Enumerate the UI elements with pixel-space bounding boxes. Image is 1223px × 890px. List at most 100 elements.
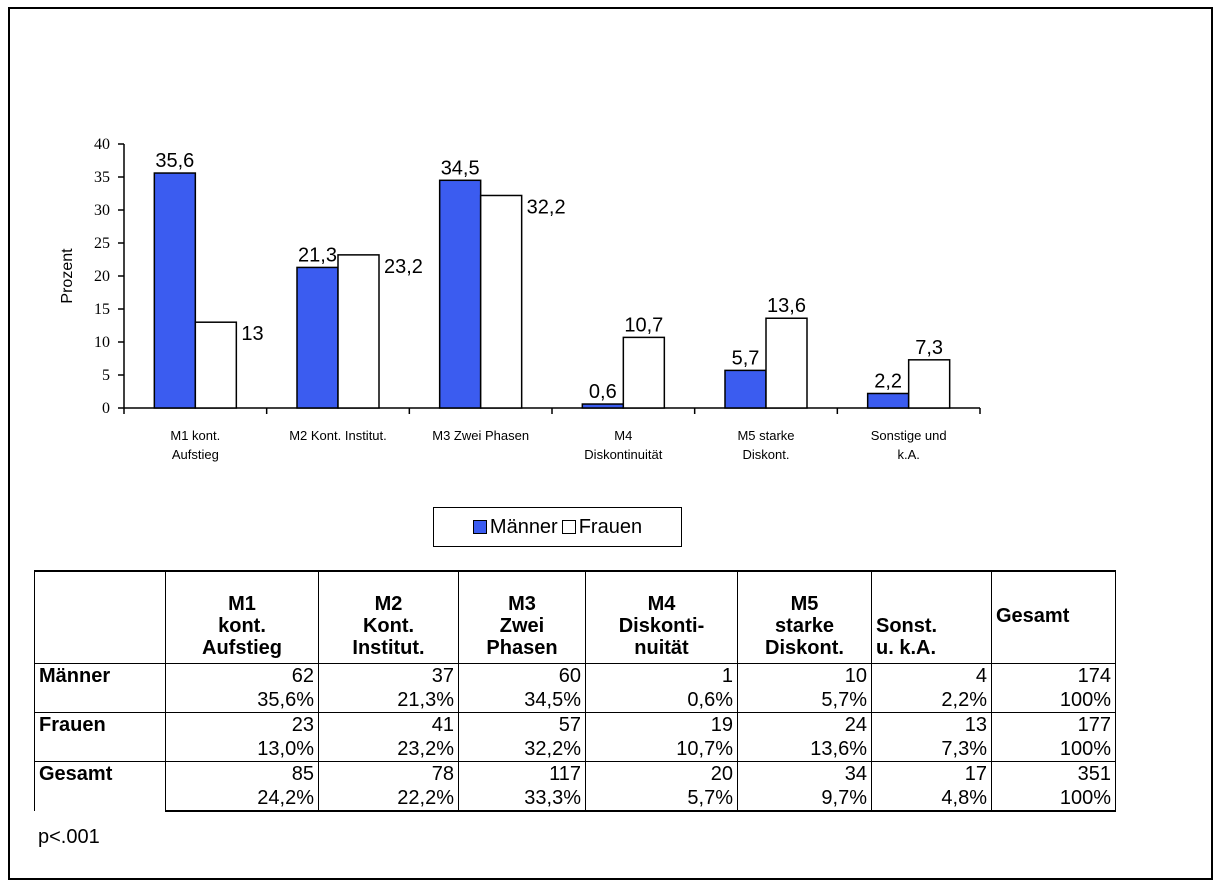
bar-mnner-5 (724, 369, 767, 409)
chart-legend: Männer Frauen (433, 507, 682, 547)
table-count-cell: 62 (165, 662, 319, 688)
legend-swatch-frauen (561, 520, 576, 534)
table-row: Männer 62 37 60 1 10 4 174 (34, 662, 1116, 712)
x-category-label: M4 Diskontinuität (584, 428, 662, 462)
data-label: 7,3 (915, 337, 943, 359)
table-percent-cell: 23,2% (318, 736, 459, 761)
figure-frame (8, 7, 1213, 880)
table-count-cell: 177 (991, 711, 1116, 737)
table-percent-cell: 4,8% (871, 785, 992, 812)
bar-frauen-3 (479, 194, 523, 409)
y-tick-label: 35 (94, 169, 110, 186)
table-row: 13,0% 23,2% 32,2% 10,7% 13,6% 7,3% 100% (35, 736, 1116, 761)
table-header-line: M3 (508, 592, 536, 615)
footnote: p<.001 (38, 826, 100, 848)
table-count-cell: 23 (165, 711, 319, 737)
bar-frauen-6 (907, 359, 951, 409)
bar-frauen-1 (194, 321, 238, 409)
data-label: 32,2 (527, 196, 566, 218)
y-tick-label: 0 (102, 400, 110, 417)
legend-swatch-maenner (472, 520, 487, 534)
table-header-line: Aufstieg (202, 636, 282, 659)
data-label: 0,6 (589, 381, 617, 403)
y-tick-label: 40 (94, 136, 110, 153)
table-percent-cell: 2,2% (871, 687, 992, 712)
table-percent-cell: 13,0% (165, 736, 319, 761)
table-percent-cell: 10,7% (585, 736, 738, 761)
table-count-cell: 17 (871, 760, 992, 786)
legend-label-maenner: Männer (489, 515, 558, 538)
data-label: 21,3 (298, 244, 337, 266)
table-header-row: M1 kont. Aufstieg M2 Kont. Institut. M3 Zwei Pha… (34, 570, 1116, 664)
table-header-line: Zwei (499, 614, 545, 637)
table-percent-cell: 100% (991, 785, 1116, 812)
data-label: 2,2 (874, 370, 902, 392)
table-count-cell: 19 (585, 711, 738, 737)
legend-item-frauen: Frauen (561, 516, 642, 539)
x-category-label: M2 Kont. Institut. (289, 428, 387, 443)
table-row: 35,6% 21,3% 34,5% 0,6% 5,7% 2,2% 100% (35, 687, 1116, 712)
table-header-cell: M3 Zwei Phasen (458, 570, 586, 664)
table-count-cell: 57 (458, 711, 586, 737)
table-row-label: Männer (34, 662, 166, 712)
table-header-line: M1 (228, 592, 256, 615)
table-percent-cell: 35,6% (165, 687, 319, 712)
table-header-line: starke (775, 614, 834, 637)
bar-mnner-6 (866, 392, 910, 409)
table-count-cell: 174 (991, 662, 1116, 688)
y-tick-label: 30 (94, 202, 110, 219)
bar-mnner-1 (153, 172, 197, 409)
y-tick-label: 15 (94, 301, 110, 318)
table-percent-cell: 22,2% (318, 785, 459, 812)
data-label: 34,5 (441, 157, 480, 179)
data-label: 23,2 (384, 256, 423, 278)
table-header-line: M4 (647, 592, 676, 615)
table-row: Gesamt 85 78 117 20 34 17 351 (34, 760, 1116, 811)
table-count-cell: 351 (991, 760, 1116, 786)
y-tick-label: 20 (94, 268, 110, 285)
y-axis-label: Prozent (59, 248, 76, 304)
table-percent-cell: 100% (991, 687, 1116, 712)
table-percent-cell: 33,3% (458, 785, 586, 812)
table-header-line: M2 (374, 592, 403, 615)
table-header-cell: M1 kont. Aufstieg (165, 570, 319, 664)
table-row-label: Gesamt (34, 760, 166, 811)
table-count-cell: 1 (585, 662, 738, 688)
bar-mnner-2 (296, 266, 339, 409)
table-count-cell: 37 (318, 662, 459, 688)
table-percent-cell: 0,6% (585, 687, 738, 712)
y-tick-label: 25 (94, 235, 110, 252)
table-percent-cell: 21,3% (318, 687, 459, 712)
y-tick-label: 5 (102, 367, 110, 384)
bar-chart: 0 5 10 15 20 25 30 35 40 Prozent M1 kont. Aufstieg M… (59, 136, 981, 462)
legend-item-maenner: Männer (472, 515, 558, 539)
table-count-cell: 85 (165, 760, 319, 786)
table-header-line: kont. (218, 614, 266, 637)
x-category-label: M5 starke Diskont. (737, 428, 794, 462)
table-percent-cell: 24,2% (165, 785, 319, 812)
table-percent-cell: 13,6% (737, 736, 872, 761)
data-label: 10,7 (624, 314, 663, 336)
table-count-cell: 117 (458, 760, 586, 786)
table-header-cell: M5 starke Diskont. (737, 570, 872, 664)
table-count-cell: 24 (737, 711, 872, 737)
bar-frauen-5 (765, 317, 808, 409)
bar-frauen-2 (337, 254, 380, 409)
table-row: Frauen 23 41 57 19 24 13 177 (34, 711, 1116, 761)
table-header-cell: Gesamt (991, 570, 1116, 664)
x-category-label: M3 Zwei Phasen (432, 428, 529, 443)
table-header-line: Phasen (486, 636, 558, 659)
table-count-cell: 13 (871, 711, 992, 737)
table-header-cell: Sonst. u. k.A. (871, 570, 992, 664)
table-percent-cell: 34,5% (458, 687, 586, 712)
table-count-cell: 20 (585, 760, 738, 786)
table-row-label: Frauen (34, 711, 166, 761)
table-header-line: Diskont. (765, 636, 844, 659)
table-row: 24,2% 22,2% 33,3% 5,7% 9,7% 4,8% 100% (35, 785, 1116, 812)
x-category-label: M1 kont. Aufstieg (170, 428, 220, 462)
bar-mnner-4 (581, 403, 625, 409)
data-label: 5,7 (732, 347, 760, 369)
table-percent-cell: 5,7% (585, 785, 738, 812)
table-header-line: nuität (634, 636, 689, 659)
table-header-line: u. k.A. (876, 636, 937, 659)
